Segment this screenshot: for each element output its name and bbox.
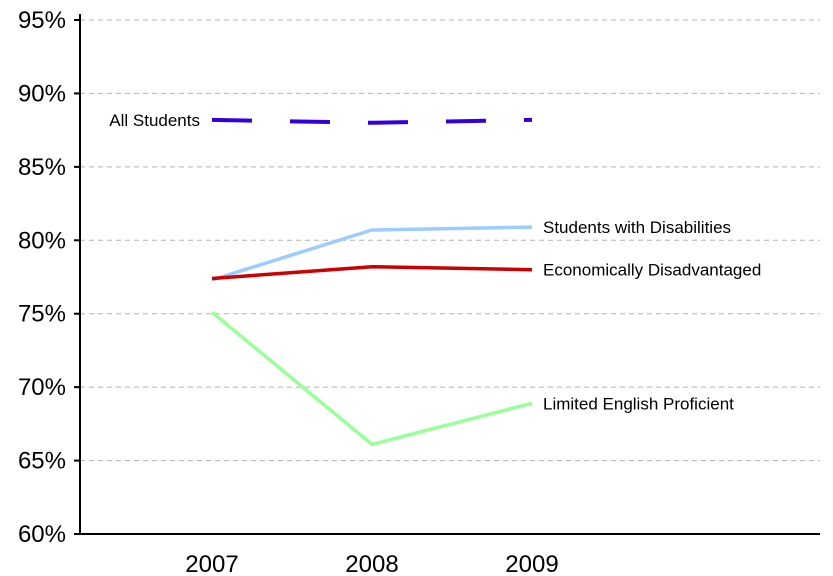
y-tick-label: 90% [18,80,66,107]
x-tick-label: 2008 [345,551,398,576]
x-tick-label: 2007 [185,551,238,576]
series-label: Economically Disadvantaged [543,261,761,280]
series-label: Students with Disabilities [543,218,731,237]
series-label: Limited English Proficient [543,394,734,413]
series-line-2 [211,264,533,281]
y-tick-label: 65% [18,448,66,475]
series-line-1 [211,225,533,282]
y-tick-label: 60% [18,521,66,548]
y-tick-label: 70% [18,374,66,401]
y-tick-label: 80% [18,227,66,254]
series-line-3 [210,310,533,447]
series-line-0 [211,117,533,125]
x-axis-ticks: 2007 2008 2009 [185,551,558,576]
gridlines [80,19,820,462]
series-lines [210,117,533,447]
y-tick-label: 75% [18,301,66,328]
y-tick-label: 95% [18,7,66,34]
series-labels: All Students Students with Disabilities Ec… [109,111,761,413]
x-tick-label: 2009 [505,551,558,576]
series-label: All Students [109,111,200,130]
axes [79,14,820,535]
y-tick-label: 85% [18,154,66,181]
y-axis-ticks: 60% 65% 70% 75% 80% 85% 90% 95% [18,7,80,548]
